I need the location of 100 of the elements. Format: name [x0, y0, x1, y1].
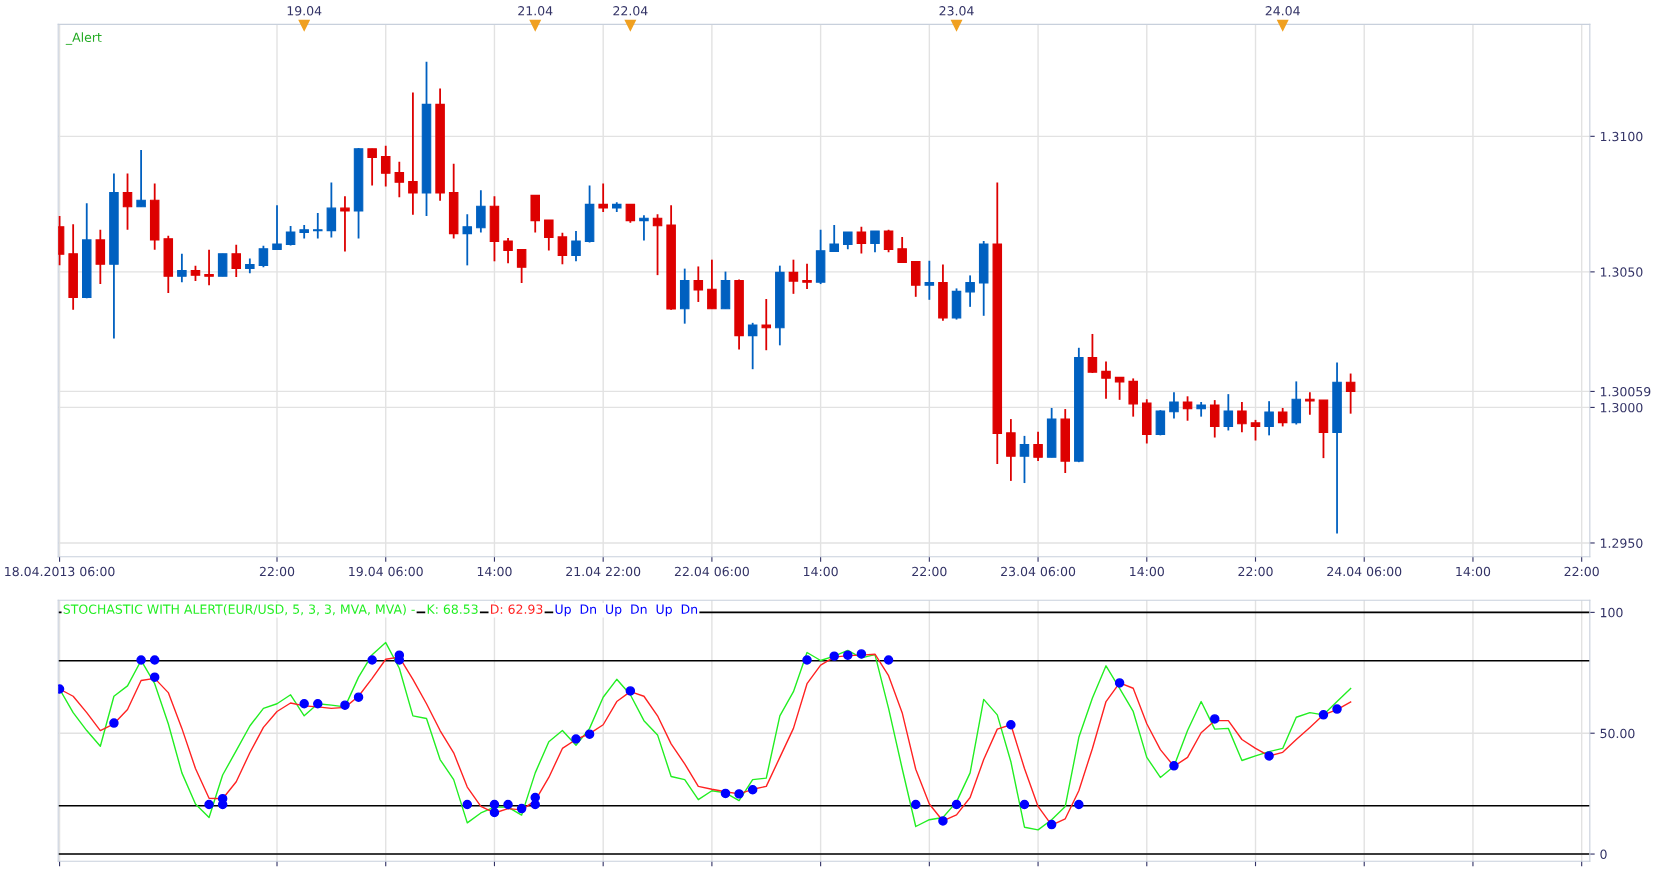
point: [951, 799, 962, 810]
candlestick: [1277, 407, 1288, 428]
point: [516, 803, 527, 814]
candlestick: [1101, 360, 1111, 400]
point: [109, 718, 119, 728]
candlestick: [788, 258, 799, 295]
x-tick-label: 22:00: [259, 566, 295, 577]
point: [571, 734, 581, 744]
candlestick: [1019, 434, 1030, 484]
point: [1074, 799, 1084, 810]
candlestick: [503, 237, 513, 265]
candlestick: [136, 148, 146, 208]
candlestick: [177, 252, 187, 284]
point: [1209, 714, 1220, 724]
point: [136, 655, 146, 665]
point: [802, 655, 812, 665]
candlestick: [557, 231, 568, 266]
point: [489, 799, 500, 810]
point: [299, 698, 309, 709]
candlestick: [1128, 377, 1138, 418]
candlestick: [1033, 430, 1043, 463]
point: [1019, 799, 1030, 810]
candlestick: [1305, 391, 1315, 416]
point: [856, 649, 867, 659]
point: [734, 789, 744, 799]
point: [720, 788, 731, 799]
candlestick: [856, 225, 867, 255]
y-tick-label: 1.2950: [1600, 538, 1643, 548]
point: [489, 807, 500, 818]
candlestick: [598, 182, 608, 213]
text: K: 68.53: [427, 604, 478, 614]
candlestick: [285, 225, 296, 247]
text: 22.04: [613, 6, 648, 16]
candlestick: [231, 243, 242, 278]
candlestick: [870, 230, 880, 254]
candlestick: [965, 274, 975, 308]
candlestick: [258, 244, 269, 269]
text: 21.04: [518, 6, 553, 16]
candlestick: [1155, 409, 1166, 437]
candlestick: [897, 235, 907, 264]
candlestick: [122, 172, 133, 231]
x-tick-label: 18.04.2013 06:00: [5, 566, 115, 577]
point: [829, 651, 839, 661]
point: [367, 655, 377, 665]
x-tick-label: 22:00: [1238, 566, 1273, 577]
candlestick: [693, 265, 704, 303]
point: [938, 816, 948, 826]
point: [149, 672, 160, 682]
candlestick: [707, 258, 717, 310]
candlestick: [1209, 399, 1220, 439]
point: [1114, 678, 1125, 688]
x-tick-label: 22:00: [912, 566, 947, 577]
candlestick: [313, 212, 323, 240]
annotation: _Alert: [65, 32, 102, 45]
candlestick: [625, 203, 636, 224]
candlestick: [272, 204, 282, 251]
candlestick: [1223, 393, 1234, 432]
y-tick-label: 50.00: [1600, 728, 1635, 739]
x-tick-label: 22:00: [1564, 566, 1599, 577]
text: 23.04: [939, 6, 974, 16]
point: [503, 799, 513, 810]
candlestick: [1250, 418, 1261, 442]
candlestick: [910, 260, 921, 298]
point: [1318, 710, 1329, 720]
y-tick-label: 1.3050: [1600, 267, 1643, 277]
candlestick: [1264, 400, 1274, 437]
y-tick-label: 1.30059: [1600, 386, 1651, 397]
candlestick: [217, 252, 228, 278]
candlestick: [204, 248, 214, 287]
point: [625, 686, 636, 696]
candlestick: [408, 91, 418, 216]
candlestick: [747, 321, 758, 371]
x-tick-label: 19.04 06:00: [349, 566, 423, 577]
candlestick: [1006, 418, 1016, 482]
x-tick-label: 21.04 22:00: [566, 566, 641, 577]
x-tick-label: 23.04 06:00: [1001, 566, 1076, 577]
y-tick-label: 1.3100: [1600, 131, 1643, 142]
point: [843, 650, 853, 660]
point: [1332, 704, 1342, 714]
x-tick-label: 14:00: [1130, 566, 1164, 577]
candlestick: [639, 214, 649, 242]
candlestick: [1237, 401, 1247, 434]
point: [911, 799, 921, 810]
candlestick: [829, 224, 839, 253]
candlestick: [761, 298, 772, 352]
text: Up Dn Up Dn Up Dn: [555, 604, 698, 617]
point: [1046, 819, 1057, 830]
point: [353, 692, 364, 702]
point: [883, 655, 894, 665]
point: [1006, 720, 1016, 730]
candlestick: [326, 181, 337, 239]
x-tick-label: 14:00: [1456, 566, 1491, 577]
point: [204, 799, 214, 810]
text: 19.04: [287, 6, 322, 16]
x-tick-label: 14:00: [477, 566, 512, 577]
candlestick: [367, 147, 377, 187]
y-tick-label: 0: [1600, 849, 1607, 859]
candlestick: [1182, 395, 1193, 422]
point: [313, 698, 323, 709]
point: [1169, 761, 1179, 771]
